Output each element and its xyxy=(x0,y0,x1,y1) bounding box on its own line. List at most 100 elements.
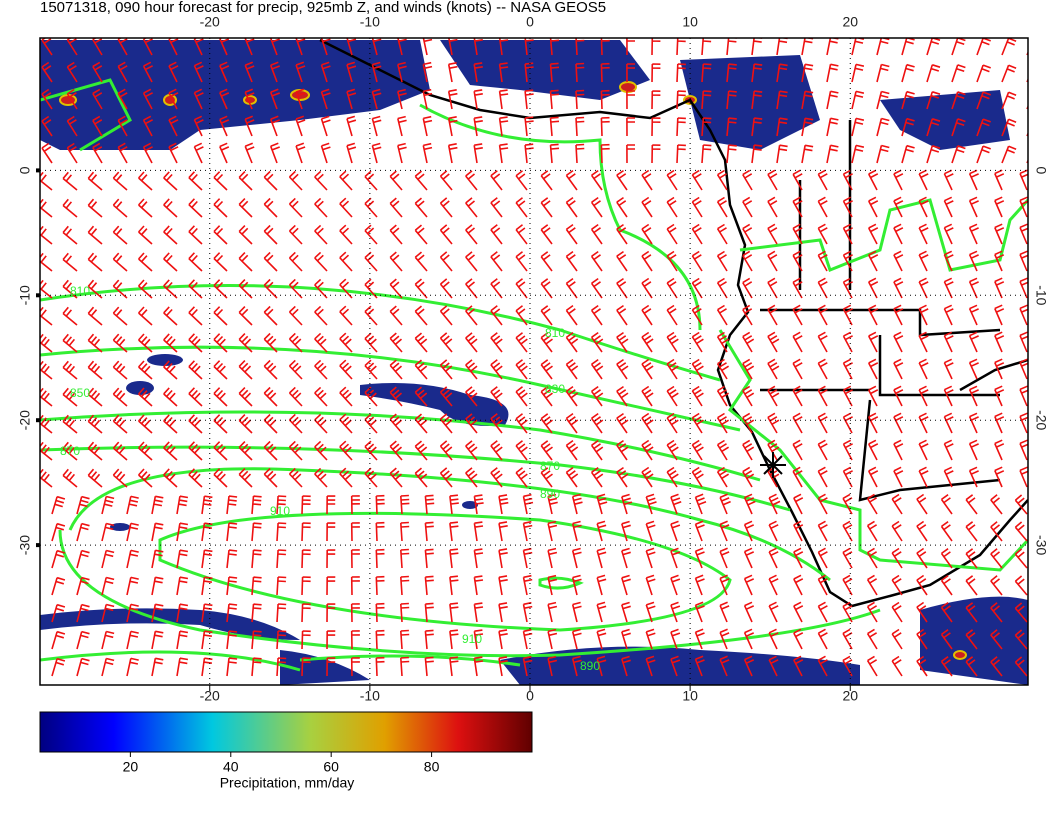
wind-barb xyxy=(244,61,255,83)
wind-barb xyxy=(792,412,803,434)
wind-barb xyxy=(76,603,90,623)
wind-barb xyxy=(943,439,954,461)
wind-barb xyxy=(439,224,453,245)
wind-barb xyxy=(792,358,803,380)
wind-barb xyxy=(176,549,189,569)
wind-barb xyxy=(565,331,579,353)
wind-barb xyxy=(621,601,631,623)
wind-barb xyxy=(716,358,730,380)
wind-barb xyxy=(201,657,213,677)
wind-barb xyxy=(916,628,928,650)
wind-barb xyxy=(549,89,560,110)
wind-barb xyxy=(842,412,853,434)
wind-barb xyxy=(87,360,103,380)
wind-barb xyxy=(842,466,853,488)
wind-barb xyxy=(565,223,578,245)
wind-barb xyxy=(498,89,509,110)
wind-barb xyxy=(990,629,1003,650)
wind-barb xyxy=(326,576,336,596)
wind-barb xyxy=(163,171,178,191)
wind-barb xyxy=(826,38,839,56)
wind-barb xyxy=(968,304,979,326)
wind-barb xyxy=(389,332,403,353)
wind-barb xyxy=(990,548,1003,569)
wind-barb xyxy=(163,198,178,218)
wind-barb xyxy=(817,223,828,245)
wind-barb xyxy=(943,169,954,191)
wind-barb xyxy=(743,655,755,677)
wind-barb xyxy=(851,117,865,137)
wind-barb xyxy=(641,304,653,326)
wind-barb xyxy=(943,466,954,488)
wind-barb xyxy=(590,466,604,488)
wind-barb xyxy=(301,657,311,677)
y-tick-label-right: 0 xyxy=(1033,166,1049,174)
wind-barb xyxy=(1001,91,1017,110)
wind-barb xyxy=(276,630,287,650)
wind-barb xyxy=(301,630,311,650)
wind-barb xyxy=(641,196,653,218)
wind-barb xyxy=(515,386,528,407)
wind-barb xyxy=(465,170,478,191)
wind-barb xyxy=(976,91,991,110)
x-tick-label-top: -20 xyxy=(200,14,220,30)
wind-barb xyxy=(571,655,582,677)
wind-barb xyxy=(916,601,928,623)
contour-labels: 810 810 830 850 870 870 890 890 910 910 xyxy=(60,284,600,673)
wind-barb xyxy=(320,38,331,56)
wind-barb xyxy=(943,304,954,326)
wind-barb xyxy=(976,118,991,137)
wind-barb xyxy=(719,628,730,650)
wind-barb xyxy=(238,279,253,299)
wind-barb xyxy=(414,359,428,380)
wind-barb xyxy=(965,575,978,596)
wind-barb xyxy=(571,628,582,650)
wind-barb xyxy=(1014,656,1028,677)
wind-barb xyxy=(473,656,484,677)
wind-barb xyxy=(994,331,1005,353)
x-tick-label-top: 0 xyxy=(526,14,534,30)
wind-barb xyxy=(288,278,303,299)
wind-barb xyxy=(768,601,779,623)
wind-barb xyxy=(676,38,686,56)
wind-barb xyxy=(314,197,328,218)
wind-barb xyxy=(694,520,705,542)
wind-barb xyxy=(676,63,686,83)
wind-barb xyxy=(817,385,828,407)
wind-barb xyxy=(263,413,278,434)
wind-barb xyxy=(726,117,737,137)
wind-barb xyxy=(600,38,610,56)
wind-barb xyxy=(940,602,953,623)
wind-barb xyxy=(101,495,115,515)
wind-barb xyxy=(976,38,991,56)
wind-barb xyxy=(676,144,686,164)
wind-barb xyxy=(346,142,357,164)
wind-barb xyxy=(66,142,78,164)
wind-barb xyxy=(339,305,353,326)
wind-barb xyxy=(364,467,378,488)
wind-barb xyxy=(473,494,484,515)
wind-barb xyxy=(751,117,763,137)
wind-barb xyxy=(575,38,585,56)
wind-barb xyxy=(817,520,828,542)
wind-barb xyxy=(263,224,278,245)
wind-barb xyxy=(767,412,780,434)
wind-barb xyxy=(400,629,410,650)
wind-barb xyxy=(424,548,434,569)
wind-barb xyxy=(876,117,890,137)
wind-barb xyxy=(449,602,459,623)
title: 15071318, 090 hour forecast for precip, … xyxy=(40,0,606,16)
wind-barb xyxy=(314,278,328,299)
wind-barb xyxy=(918,304,929,326)
wind-barb xyxy=(295,88,306,110)
wind-barb xyxy=(742,412,755,434)
wind-barb xyxy=(62,414,78,434)
wind-barb xyxy=(314,359,328,380)
wind-barb xyxy=(676,117,686,137)
wind-barb xyxy=(1026,158,1028,164)
wind-barb xyxy=(867,412,879,434)
wind-barb xyxy=(867,331,879,353)
wind-barb xyxy=(41,61,53,83)
y-tick-label-right: -30 xyxy=(1033,535,1049,555)
wind-barb xyxy=(716,169,728,191)
